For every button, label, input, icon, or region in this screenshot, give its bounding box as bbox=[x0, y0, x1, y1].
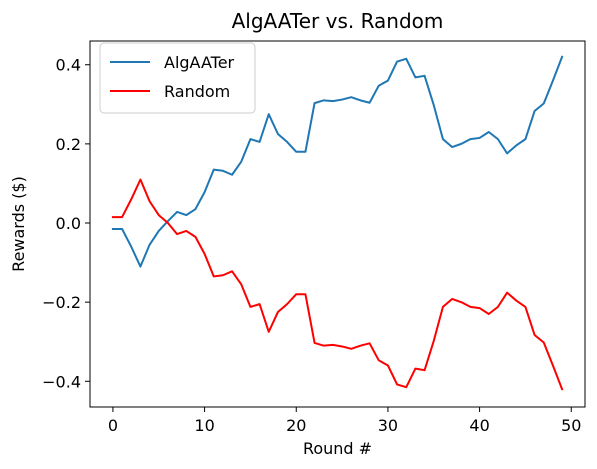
x-tick-label: 40 bbox=[469, 416, 489, 435]
y-tick-label: −0.2 bbox=[42, 293, 81, 312]
x-tick-label: 0 bbox=[108, 416, 118, 435]
y-axis-label: Rewards ($) bbox=[9, 176, 28, 272]
x-tick-label: 10 bbox=[194, 416, 214, 435]
x-tick-label: 30 bbox=[378, 416, 398, 435]
legend-label-algaater: AlgAATer bbox=[164, 53, 235, 72]
y-tick-label: 0.0 bbox=[56, 214, 81, 233]
legend-label-random: Random bbox=[164, 82, 230, 101]
y-tick-label: 0.2 bbox=[56, 135, 81, 154]
x-tick-label: 50 bbox=[561, 416, 581, 435]
x-axis-ticks: 0 10 20 30 40 50 bbox=[108, 407, 582, 435]
chart-title: AlgAATer vs. Random bbox=[232, 9, 444, 33]
y-axis-ticks: −0.4 −0.2 0.0 0.2 0.4 bbox=[42, 56, 90, 392]
x-axis-label: Round # bbox=[303, 439, 372, 458]
y-tick-label: −0.4 bbox=[42, 372, 81, 391]
x-tick-label: 20 bbox=[286, 416, 306, 435]
legend: AlgAATer Random bbox=[100, 43, 255, 113]
y-tick-label: 0.4 bbox=[56, 56, 81, 75]
series-line-random bbox=[113, 179, 562, 389]
